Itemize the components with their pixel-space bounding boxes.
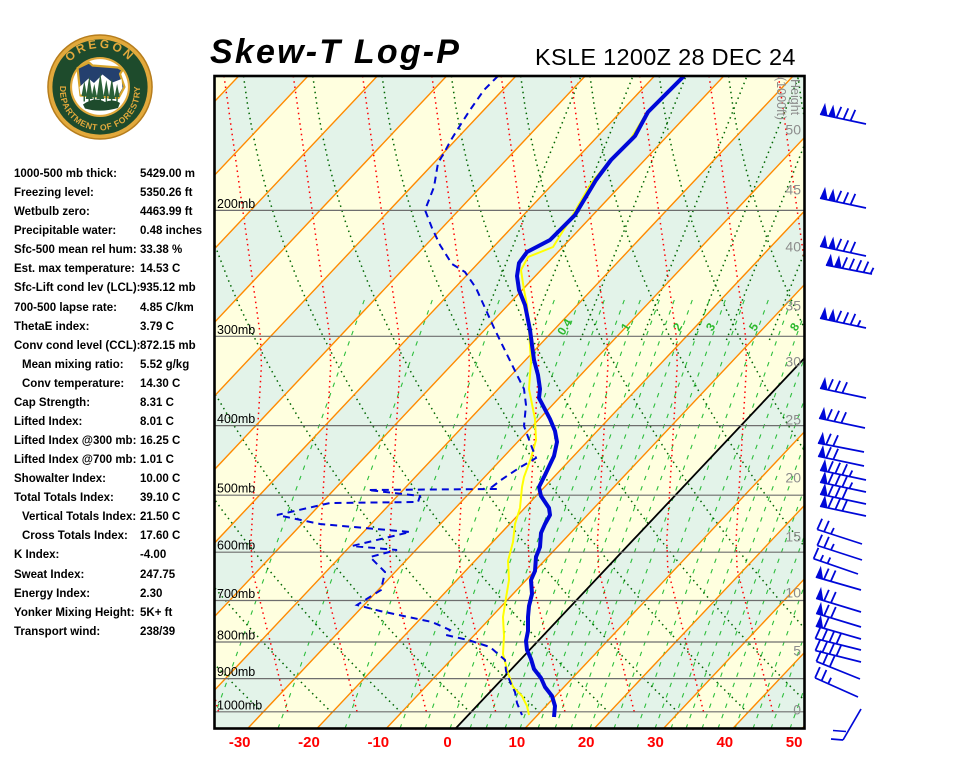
svg-text:700mb: 700mb <box>217 587 255 601</box>
svg-text:30: 30 <box>785 354 801 370</box>
svg-text:0: 0 <box>793 702 801 718</box>
svg-text:400mb: 400mb <box>217 412 255 426</box>
svg-text:0: 0 <box>443 734 451 751</box>
svg-text:600mb: 600mb <box>217 539 255 553</box>
svg-text:10: 10 <box>509 734 526 751</box>
svg-text:45: 45 <box>785 182 801 198</box>
svg-text:(1000ft): (1000ft) <box>774 77 788 120</box>
svg-text:5: 5 <box>793 643 801 659</box>
svg-text:50: 50 <box>786 734 803 751</box>
svg-text:20: 20 <box>578 734 595 751</box>
svg-text:1000mb: 1000mb <box>217 698 262 712</box>
svg-text:10: 10 <box>785 585 801 601</box>
svg-text:35: 35 <box>785 298 801 314</box>
svg-text:800mb: 800mb <box>217 629 255 643</box>
svg-text:900mb: 900mb <box>217 665 255 679</box>
svg-text:500mb: 500mb <box>217 482 255 496</box>
svg-text:300mb: 300mb <box>217 323 255 337</box>
svg-text:25: 25 <box>785 412 801 428</box>
svg-text:Height: Height <box>788 79 802 116</box>
svg-text:-10: -10 <box>367 734 389 751</box>
svg-text:200mb: 200mb <box>217 197 255 211</box>
svg-text:15: 15 <box>785 529 801 545</box>
svg-text:-20: -20 <box>298 734 320 751</box>
svg-text:40: 40 <box>785 239 801 255</box>
svg-text:-30: -30 <box>229 734 251 751</box>
svg-text:40: 40 <box>716 734 733 751</box>
svg-text:20: 20 <box>785 470 801 486</box>
svg-text:30: 30 <box>647 734 664 751</box>
svg-text:50: 50 <box>785 122 801 138</box>
